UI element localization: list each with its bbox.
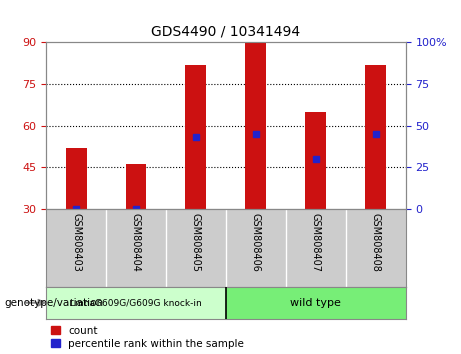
- Bar: [305, 112, 326, 209]
- Bar: [226, 287, 406, 319]
- Bar: [65, 148, 87, 209]
- Text: GSM808406: GSM808406: [251, 213, 261, 272]
- Bar: [365, 65, 386, 209]
- Text: GSM808407: GSM808407: [311, 213, 321, 272]
- Text: GSM808404: GSM808404: [131, 213, 141, 272]
- Text: GSM808403: GSM808403: [71, 213, 81, 272]
- Bar: [245, 42, 266, 209]
- Text: GSM808408: GSM808408: [371, 213, 381, 272]
- Text: LmnaG609G/G609G knock-in: LmnaG609G/G609G knock-in: [70, 298, 202, 307]
- Bar: [125, 165, 147, 209]
- Text: genotype/variation: genotype/variation: [5, 298, 104, 308]
- Text: wild type: wild type: [290, 298, 341, 308]
- Text: GSM808405: GSM808405: [191, 213, 201, 272]
- Legend: count, percentile rank within the sample: count, percentile rank within the sample: [51, 326, 244, 349]
- Bar: [46, 287, 226, 319]
- Title: GDS4490 / 10341494: GDS4490 / 10341494: [151, 24, 301, 39]
- Bar: [185, 65, 207, 209]
